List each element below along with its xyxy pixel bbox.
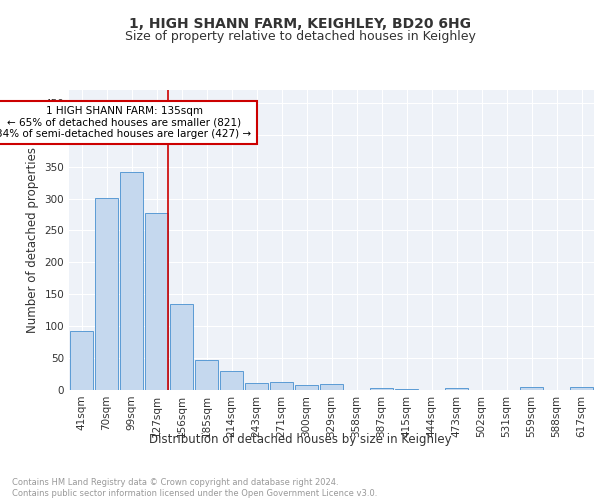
Text: 1, HIGH SHANN FARM, KEIGHLEY, BD20 6HG: 1, HIGH SHANN FARM, KEIGHLEY, BD20 6HG (129, 18, 471, 32)
Text: 1 HIGH SHANN FARM: 135sqm
← 65% of detached houses are smaller (821)
34% of semi: 1 HIGH SHANN FARM: 135sqm ← 65% of detac… (0, 106, 251, 139)
Bar (220, 371, 243, 390)
Bar (170, 304, 193, 390)
Bar (295, 385, 318, 390)
Bar (70, 332, 93, 390)
Text: Size of property relative to detached houses in Keighley: Size of property relative to detached ho… (125, 30, 475, 43)
Bar (570, 388, 593, 390)
Y-axis label: Number of detached properties: Number of detached properties (26, 147, 39, 333)
Bar (395, 388, 418, 390)
Bar (370, 388, 393, 390)
Text: Distribution of detached houses by size in Keighley: Distribution of detached houses by size … (149, 432, 451, 446)
Bar (245, 383, 268, 390)
Bar (445, 388, 468, 390)
Bar (195, 360, 218, 390)
Text: Contains HM Land Registry data © Crown copyright and database right 2024.
Contai: Contains HM Land Registry data © Crown c… (12, 478, 377, 498)
Bar (320, 384, 343, 390)
Bar (95, 198, 118, 390)
Bar (145, 212, 168, 390)
Bar (520, 387, 543, 390)
Bar (120, 172, 143, 390)
Bar (270, 382, 293, 390)
